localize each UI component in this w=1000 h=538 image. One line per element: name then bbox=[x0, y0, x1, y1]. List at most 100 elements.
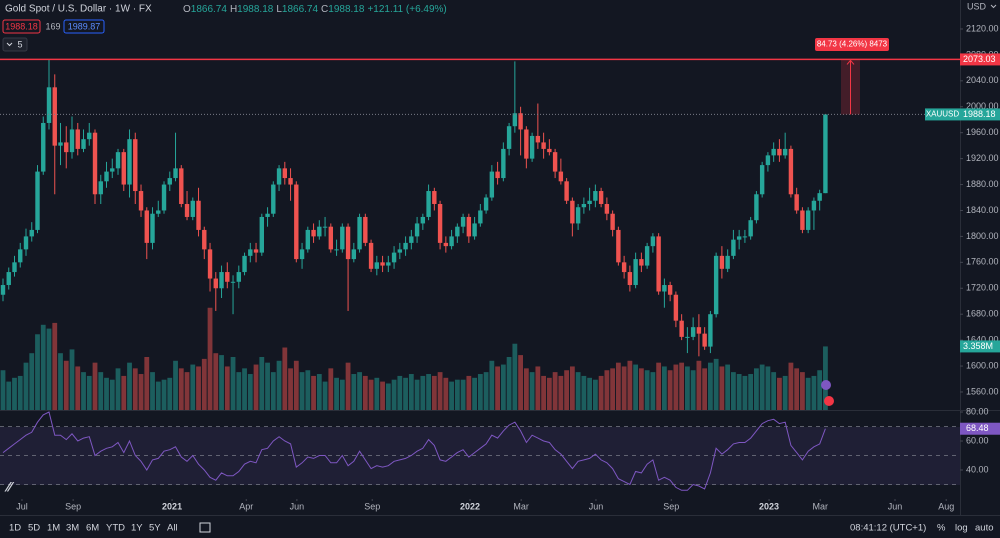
x-tick-label: Jun bbox=[589, 501, 604, 511]
volume-bar bbox=[29, 353, 35, 410]
volume-bar bbox=[477, 374, 483, 410]
candle-body bbox=[713, 255, 719, 315]
candle-body bbox=[276, 168, 282, 185]
candle-body bbox=[81, 139, 86, 149]
volume-bar bbox=[805, 377, 811, 410]
candle-body bbox=[351, 249, 357, 260]
volume-bar bbox=[247, 374, 253, 410]
indicators-count[interactable]: 5 bbox=[17, 39, 22, 49]
range-button[interactable]: 6M bbox=[86, 523, 99, 534]
volume-bar bbox=[178, 368, 184, 410]
candle-body bbox=[397, 249, 403, 253]
volume-bar bbox=[823, 346, 828, 410]
candle-body bbox=[547, 148, 552, 153]
candle-body bbox=[184, 203, 190, 217]
x-tick-label: Jun bbox=[290, 501, 305, 511]
volume-bar bbox=[575, 372, 581, 410]
candle-body bbox=[69, 129, 75, 153]
volume-bar bbox=[449, 381, 454, 410]
chevron-icon bbox=[6, 42, 13, 47]
volume-bar bbox=[196, 366, 201, 410]
candle-body bbox=[23, 236, 29, 250]
candle-body bbox=[662, 285, 667, 292]
indicators-toggle[interactable] bbox=[2, 37, 28, 52]
candle-body bbox=[817, 193, 822, 201]
x-tick-label: Mar bbox=[513, 501, 529, 511]
range-button[interactable]: YTD bbox=[106, 523, 125, 534]
candle-body bbox=[639, 259, 644, 266]
candle-body bbox=[512, 113, 518, 127]
range-button[interactable]: 1M bbox=[47, 523, 60, 534]
candle-body bbox=[179, 168, 184, 204]
range-button[interactable]: All bbox=[167, 523, 178, 534]
sell-price[interactable]: 1988.18 bbox=[5, 21, 38, 31]
candle-body bbox=[156, 210, 161, 214]
range-button[interactable]: 1D bbox=[9, 523, 21, 534]
range-button[interactable]: 5Y bbox=[149, 523, 161, 534]
candle-body bbox=[133, 139, 138, 192]
candle-body bbox=[138, 191, 144, 211]
candle-body bbox=[253, 249, 259, 253]
volume-bar bbox=[0, 370, 6, 410]
calendar-icon[interactable] bbox=[199, 522, 211, 533]
candle-body bbox=[334, 249, 339, 251]
last-price-label: 1988.18 bbox=[963, 109, 996, 119]
volume-bar bbox=[610, 368, 616, 410]
volume-bar bbox=[633, 364, 639, 410]
candle-body bbox=[788, 148, 794, 195]
volume-bar bbox=[357, 372, 362, 410]
candle-body bbox=[374, 262, 380, 269]
candle-body bbox=[46, 87, 52, 123]
volume-bar bbox=[98, 372, 104, 410]
volume-bar bbox=[403, 377, 408, 410]
y-tick-label: 2040.00 bbox=[966, 75, 999, 85]
volume-bar bbox=[782, 375, 788, 410]
scale-option[interactable]: % bbox=[937, 523, 946, 534]
candle-body bbox=[328, 226, 334, 250]
symbol-title: Gold Spot / U.S. Dollar · 1W · FX bbox=[5, 4, 152, 15]
range-button[interactable]: 1Y bbox=[131, 523, 143, 534]
candle-body bbox=[150, 213, 155, 243]
clock[interactable]: 08:41:12 (UTC+1) bbox=[850, 523, 926, 534]
volume-bar bbox=[690, 370, 696, 410]
event-icon[interactable] bbox=[821, 380, 831, 390]
range-button[interactable]: 3M bbox=[66, 523, 79, 534]
currency[interactable]: USD bbox=[967, 1, 987, 11]
ohlc-key: O bbox=[183, 4, 191, 15]
scale-option[interactable]: log bbox=[955, 523, 968, 534]
volume-bar bbox=[109, 379, 115, 410]
range-button[interactable]: 5D bbox=[28, 523, 40, 534]
volume-bar bbox=[46, 328, 52, 410]
ohlc-value: 1988.18 bbox=[328, 4, 365, 15]
y-tick-label: 1560.00 bbox=[966, 386, 999, 396]
symbol-label: XAUUSD bbox=[926, 110, 960, 119]
candle-body bbox=[311, 229, 316, 237]
candle-body bbox=[213, 278, 218, 289]
buy-price[interactable]: 1989.87 bbox=[68, 21, 101, 31]
volume-bar bbox=[638, 368, 644, 410]
scale-option[interactable]: auto bbox=[975, 523, 994, 534]
candle-body bbox=[581, 203, 587, 208]
volume-bar bbox=[581, 375, 587, 410]
candle-body bbox=[305, 229, 311, 250]
candle-body bbox=[782, 148, 788, 156]
ohlc-key: L bbox=[276, 4, 282, 15]
volume-bar bbox=[86, 375, 92, 410]
candle-body bbox=[466, 216, 472, 237]
volume-bar bbox=[23, 362, 29, 410]
candle-body bbox=[535, 135, 541, 143]
flag-icon[interactable] bbox=[824, 396, 834, 406]
volume-bar bbox=[230, 356, 236, 410]
volume-bar bbox=[161, 379, 167, 410]
volume-bar bbox=[224, 366, 230, 410]
volume-bar bbox=[800, 372, 805, 410]
x-tick-label: Sep bbox=[364, 501, 380, 511]
candle-body bbox=[748, 220, 753, 237]
buy-box[interactable] bbox=[63, 19, 105, 34]
candle-body bbox=[708, 314, 713, 347]
candle-body bbox=[202, 229, 207, 250]
volume-bar bbox=[288, 368, 293, 410]
sell-box[interactable] bbox=[2, 19, 41, 34]
volume-bar bbox=[765, 366, 771, 410]
